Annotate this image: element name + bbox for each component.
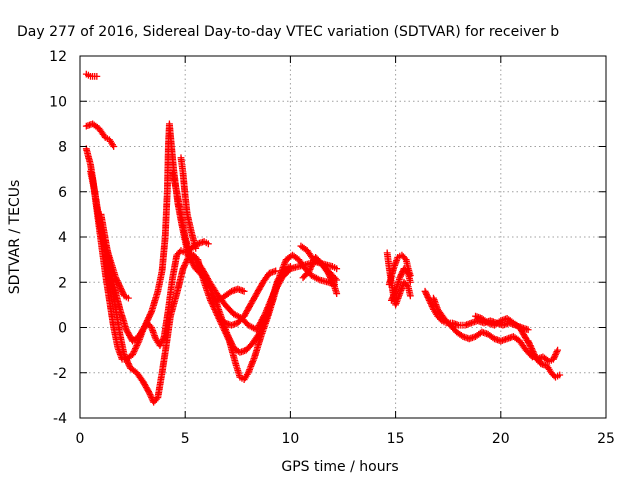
y-tick-label: 6 xyxy=(58,185,67,201)
series-arc-8 xyxy=(177,154,200,252)
data-marks xyxy=(82,70,564,406)
series-arc-15 xyxy=(387,265,414,304)
data-point xyxy=(421,287,429,295)
x-axis-label: GPS time / hours xyxy=(281,459,398,475)
series-arc-17 xyxy=(430,294,536,361)
series-arc-18 xyxy=(472,312,534,349)
series-fill-markers xyxy=(300,255,340,296)
y-axis-ticks: -4 -2 0 2 4 6 8 10 12 xyxy=(49,49,606,427)
y-tick-label: 2 xyxy=(58,275,67,291)
series-arc-20 xyxy=(526,346,562,365)
x-axis-ticks: 0 5 10 15 20 25 xyxy=(76,56,615,447)
y-tick-label: 4 xyxy=(58,230,67,246)
series-fill-markers xyxy=(528,348,561,364)
y-tick-label: 0 xyxy=(58,321,67,337)
data-point xyxy=(116,283,124,291)
series-fill-markers xyxy=(473,313,533,348)
series-fill-markers xyxy=(210,286,246,304)
data-point xyxy=(387,296,395,304)
y-tick-label: 12 xyxy=(49,49,67,65)
x-tick-label: 25 xyxy=(597,431,615,447)
data-point xyxy=(554,346,562,354)
series-fill-markers xyxy=(84,121,116,149)
data-point xyxy=(524,337,532,345)
x-tick-label: 5 xyxy=(181,431,190,447)
data-point xyxy=(219,324,227,331)
x-tick-label: 0 xyxy=(76,431,85,447)
series-arc-2 xyxy=(82,120,118,150)
chart-title: Day 277 of 2016, Sidereal Day-to-day VTE… xyxy=(17,24,559,40)
data-point xyxy=(213,310,221,318)
x-tick-label: 20 xyxy=(492,431,510,447)
x-tick-label: 15 xyxy=(387,431,405,447)
series-fill-markers xyxy=(217,268,278,329)
series-arc-9 xyxy=(209,285,248,304)
series-fill-markers xyxy=(89,176,210,363)
y-tick-label: 10 xyxy=(49,94,67,110)
series-fill-markers xyxy=(430,296,535,359)
y-axis-label: SDTVAR / TECUs xyxy=(7,180,23,295)
series-fill-markers xyxy=(85,71,99,80)
y-tick-label: 8 xyxy=(58,140,67,156)
y-tick-label: -4 xyxy=(53,411,67,427)
series-arc-1 xyxy=(82,70,101,80)
series-arc-10 xyxy=(215,267,280,329)
series-fill-markers xyxy=(177,156,199,251)
series-arc-12 xyxy=(299,253,341,297)
series-fill-markers xyxy=(388,266,414,303)
y-tick-label: -2 xyxy=(53,366,67,382)
x-tick-label: 10 xyxy=(281,431,299,447)
